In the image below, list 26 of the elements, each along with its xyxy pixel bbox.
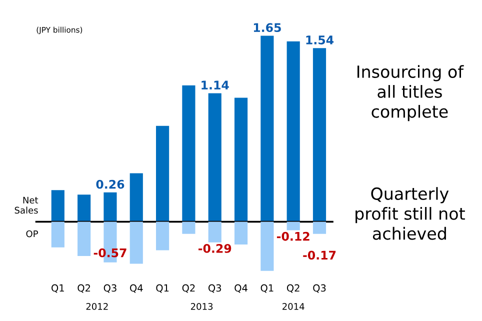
x-tick-label: Q1 bbox=[52, 284, 64, 293]
x-tick-label: Q4 bbox=[130, 284, 143, 293]
text: 2012 bbox=[86, 303, 108, 310]
text: 2013 bbox=[190, 303, 213, 310]
text: Quarterly profit still not achieved bbox=[356, 187, 465, 240]
x-tick-label: Q2 bbox=[286, 284, 300, 293]
x-tick-label: Q1 bbox=[156, 284, 169, 293]
data-label: 1.54 bbox=[306, 36, 334, 44]
x-tick-label: Q3 bbox=[208, 284, 221, 293]
series-label: Net Sales bbox=[14, 196, 38, 214]
x-tick-label: Q2 bbox=[78, 284, 90, 293]
data-label: -0.12 bbox=[276, 232, 310, 241]
x-tick-label: Q2 bbox=[182, 284, 195, 293]
x-tick-label: Q4 bbox=[234, 284, 248, 293]
text: Insourcing of all titles complete bbox=[357, 65, 464, 122]
x-tick-label: Q3 bbox=[313, 284, 326, 293]
x-tick-label: Q1 bbox=[260, 284, 274, 293]
data-label: -0.57 bbox=[94, 248, 126, 258]
series-label: OP bbox=[26, 230, 38, 238]
data-label: 1.65 bbox=[254, 23, 281, 32]
text: 2014 bbox=[282, 303, 304, 310]
data-label: 1.14 bbox=[202, 80, 229, 90]
data-label: 0.26 bbox=[96, 180, 124, 189]
data-label: -0.17 bbox=[303, 250, 336, 260]
data-label: -0.29 bbox=[198, 244, 232, 253]
x-tick-label: Q3 bbox=[104, 284, 116, 293]
